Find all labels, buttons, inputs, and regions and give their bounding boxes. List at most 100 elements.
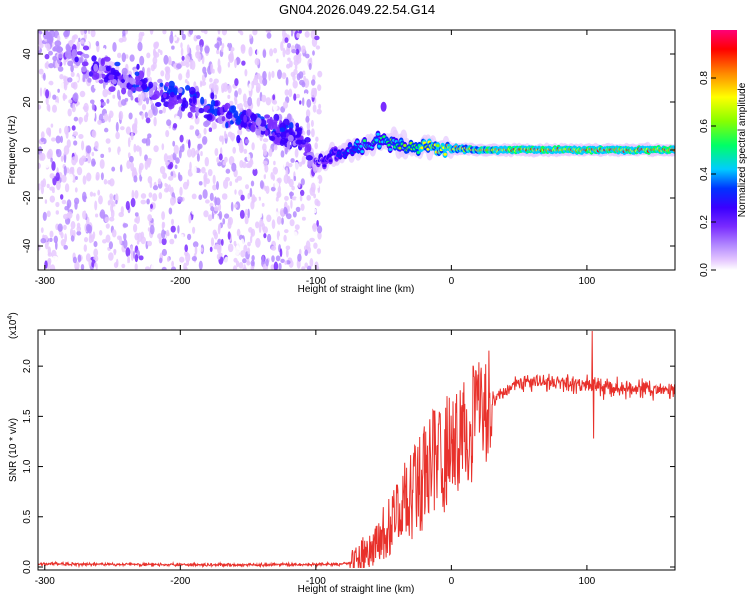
descending-trace-blob	[168, 80, 175, 88]
noise-blob	[278, 235, 283, 243]
noise-blob	[198, 181, 203, 186]
noise-blob	[200, 161, 206, 167]
noise-blob	[248, 46, 253, 57]
descending-trace-blob	[143, 77, 148, 84]
descending-trace-blob	[224, 102, 231, 109]
noise-blob	[154, 50, 157, 58]
noise-blob	[292, 80, 298, 89]
descending-trace-blob	[255, 117, 262, 126]
noise-blob	[146, 198, 150, 205]
noise-blob	[146, 52, 151, 59]
noise-blob	[142, 211, 146, 218]
noise-blob	[215, 197, 221, 206]
noise-blob	[304, 92, 308, 99]
noise-blob	[160, 50, 163, 56]
main-trace-core	[398, 146, 402, 150]
noise-blob	[131, 189, 135, 200]
snr-multiplier-exp: 4	[7, 316, 14, 320]
noise-blob	[262, 138, 269, 143]
descending-trace-blob	[305, 142, 309, 148]
snr-background	[38, 330, 675, 570]
noise-blob	[152, 62, 157, 70]
noise-blob	[224, 256, 230, 266]
noise-blob	[216, 157, 220, 164]
noise-blob	[109, 193, 114, 199]
noise-blob	[277, 177, 282, 184]
noise-blob	[208, 127, 213, 132]
noise-blob	[205, 199, 210, 204]
noise-blob	[147, 240, 152, 247]
noise-blob	[281, 72, 287, 80]
descending-trace-blob	[74, 56, 79, 63]
noise-blob	[170, 171, 174, 177]
noise-blob	[111, 166, 116, 172]
noise-blob	[118, 37, 124, 43]
descending-trace-blob	[68, 39, 74, 47]
noise-blob	[121, 52, 127, 63]
noise-blob	[185, 71, 190, 79]
noise-blob	[222, 160, 226, 166]
snr-frame	[37, 329, 676, 571]
noise-blob	[99, 209, 106, 219]
noise-blob	[258, 224, 262, 234]
noise-blob	[239, 209, 245, 219]
noise-blob	[204, 45, 210, 54]
noise-blob	[191, 165, 197, 175]
noise-blob	[81, 155, 86, 163]
noise-blob	[67, 108, 72, 117]
noise-blob	[280, 258, 285, 263]
noise-blob	[136, 240, 140, 245]
noise-blob	[63, 154, 67, 164]
noise-blob	[265, 30, 270, 33]
noise-blob	[255, 237, 261, 248]
noise-blob	[225, 168, 231, 174]
noise-blob	[227, 34, 232, 44]
noise-blob	[83, 114, 88, 123]
noise-blob	[57, 66, 64, 72]
noise-blob	[38, 153, 44, 161]
noise-blob	[149, 224, 155, 235]
noise-blob	[300, 189, 305, 196]
noise-blob	[188, 30, 194, 35]
noise-blob	[102, 80, 106, 90]
descending-trace-blob	[108, 86, 116, 92]
noise-blob	[175, 157, 180, 164]
noise-blob	[48, 104, 51, 113]
noise-blob	[248, 83, 252, 92]
noise-blob	[292, 73, 296, 82]
noise-blob	[209, 77, 213, 83]
noise-blob	[198, 101, 201, 110]
noise-blob	[107, 147, 112, 153]
noise-blob	[76, 166, 83, 176]
noise-blob	[207, 214, 213, 222]
noise-blob	[132, 167, 137, 175]
noise-blob	[140, 171, 145, 177]
snr-y-tick-label: 0.5	[22, 509, 33, 523]
noise-blob	[85, 145, 92, 154]
noise-blob	[102, 239, 107, 244]
noise-blob	[249, 187, 253, 198]
noise-blob	[97, 189, 101, 196]
noise-blob	[72, 256, 77, 264]
noise-blob	[102, 88, 108, 98]
descending-trace-blob	[172, 95, 178, 103]
noise-blob	[145, 91, 149, 99]
noise-blob	[115, 199, 118, 205]
noise-blob	[45, 61, 50, 70]
noise-blob	[44, 53, 50, 60]
spectrogram-x-tick-label: 0	[449, 276, 455, 287]
noise-blob	[175, 115, 180, 122]
descending-trace-blob	[225, 112, 233, 119]
noise-blob	[99, 159, 105, 169]
snr-x-ticks: -300 -200 -100 0 100	[35, 330, 596, 587]
noise-blob	[120, 126, 125, 131]
noise-blob	[197, 53, 202, 62]
noise-blob	[306, 265, 312, 270]
noise-blob	[289, 219, 295, 227]
noise-blob	[134, 212, 139, 217]
noise-blob	[74, 187, 78, 193]
noise-blob	[242, 93, 247, 103]
noise-blob	[243, 264, 246, 270]
noise-blob	[273, 261, 279, 270]
descending-trace-blob	[134, 71, 140, 77]
